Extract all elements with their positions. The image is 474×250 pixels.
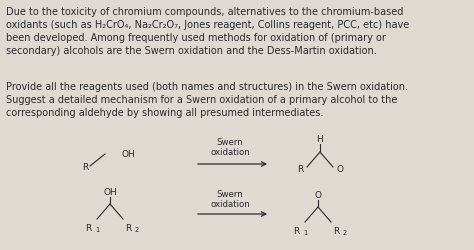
Text: Provide all the reagents used (both names and structures) in the Swern oxidation: Provide all the reagents used (both name… bbox=[6, 82, 408, 118]
Text: 1: 1 bbox=[303, 229, 307, 235]
Text: R: R bbox=[85, 223, 91, 232]
Text: R: R bbox=[82, 163, 88, 172]
Text: R: R bbox=[297, 165, 303, 174]
Text: O: O bbox=[337, 165, 344, 174]
Text: R: R bbox=[293, 226, 299, 235]
Text: 2: 2 bbox=[135, 226, 139, 232]
Text: OH: OH bbox=[103, 188, 117, 197]
Text: R: R bbox=[333, 226, 339, 235]
Text: R: R bbox=[125, 223, 131, 232]
Text: 1: 1 bbox=[95, 226, 99, 232]
Text: 2: 2 bbox=[343, 229, 347, 235]
Text: Due to the toxicity of chromium compounds, alternatives to the chromium-based
ox: Due to the toxicity of chromium compound… bbox=[6, 7, 409, 56]
Text: O: O bbox=[315, 191, 321, 200]
Text: Swern
oxidation: Swern oxidation bbox=[210, 138, 250, 157]
Text: Swern
oxidation: Swern oxidation bbox=[210, 189, 250, 208]
Text: OH: OH bbox=[122, 150, 136, 159]
Text: H: H bbox=[317, 135, 323, 144]
